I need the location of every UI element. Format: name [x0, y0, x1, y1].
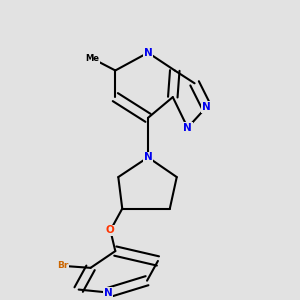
Text: N: N	[202, 102, 211, 112]
Text: N: N	[183, 123, 192, 133]
Text: N: N	[144, 48, 152, 58]
Text: N: N	[144, 152, 152, 162]
Text: Br: Br	[57, 261, 68, 270]
Text: Me: Me	[85, 54, 100, 63]
Text: N: N	[104, 287, 113, 298]
Text: O: O	[106, 225, 115, 236]
